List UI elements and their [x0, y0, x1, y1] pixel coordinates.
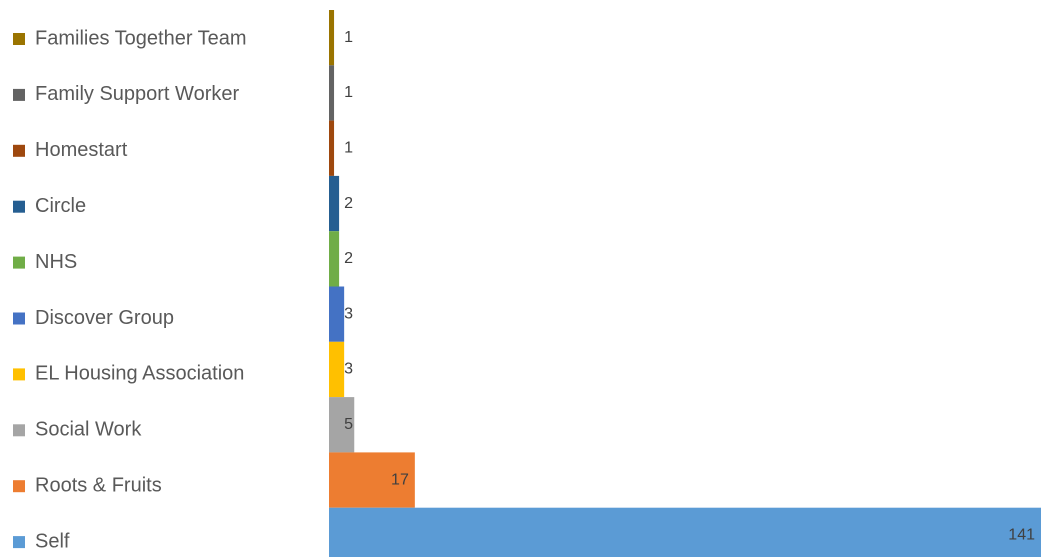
legend-swatch — [13, 256, 25, 269]
legend-swatch — [13, 536, 25, 549]
legend-label: Roots & Fruits — [35, 474, 162, 496]
value-label: 3 — [344, 305, 353, 322]
legend-label: Family Support Worker — [35, 83, 239, 105]
value-label: 2 — [344, 250, 353, 267]
bar — [329, 397, 355, 453]
value-label: 1 — [344, 84, 353, 101]
bar — [329, 286, 345, 342]
bar — [329, 10, 335, 66]
bar — [329, 231, 340, 287]
legend-label: Discover Group — [35, 307, 174, 329]
legend-swatch — [13, 424, 25, 437]
legend-label: Circle — [35, 195, 86, 217]
legend-label: Social Work — [35, 419, 142, 441]
bar — [329, 452, 415, 508]
legend-swatch — [13, 312, 25, 325]
bar — [329, 65, 335, 121]
value-label: 5 — [344, 416, 353, 433]
legend-label: Families Together Team — [35, 27, 247, 49]
value-label: 17 — [391, 471, 409, 488]
legend-swatch — [13, 88, 25, 101]
value-label: 3 — [344, 361, 353, 378]
bar — [329, 341, 345, 398]
legend-swatch — [13, 144, 25, 157]
bar — [329, 507, 1041, 557]
legend-label: Self — [35, 530, 70, 552]
value-label: 141 — [1008, 527, 1035, 544]
value-label: 2 — [344, 195, 353, 212]
bar — [329, 175, 340, 232]
legend-label: NHS — [35, 251, 77, 273]
value-label: 1 — [344, 139, 353, 156]
legend-swatch — [13, 200, 25, 213]
value-label: 1 — [344, 29, 353, 46]
legend-swatch — [13, 480, 25, 493]
legend-label: Homestart — [35, 139, 128, 161]
bar — [329, 120, 335, 176]
legend-label: EL Housing Association — [35, 363, 244, 385]
legend-swatch — [13, 33, 25, 45]
legend-swatch — [13, 368, 25, 381]
